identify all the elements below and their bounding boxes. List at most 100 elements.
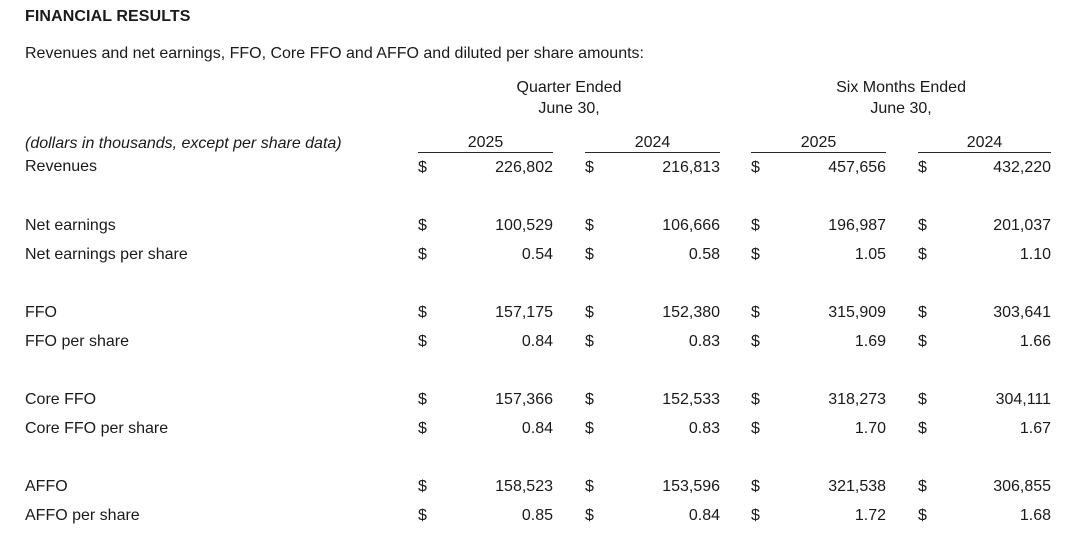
column-gap bbox=[886, 118, 918, 153]
dollar-sign: $ bbox=[585, 390, 594, 408]
column-gap bbox=[886, 211, 918, 240]
spacer-row bbox=[25, 443, 1051, 472]
six-months-ended-header: Six Months Ended bbox=[836, 79, 966, 96]
empty-cell bbox=[25, 97, 418, 118]
value-cell: 157,366 bbox=[495, 390, 553, 408]
value-cell: 1.72 bbox=[854, 506, 887, 524]
spacer-row bbox=[25, 182, 1051, 211]
dollar-sign: $ bbox=[751, 216, 760, 234]
value-cell: 0.83 bbox=[688, 419, 721, 437]
column-gap bbox=[886, 385, 918, 414]
value-cell: 1.67 bbox=[1019, 419, 1052, 437]
group-header-row-2: June 30, June 30, bbox=[25, 97, 1051, 118]
column-gap bbox=[886, 327, 918, 356]
value-cell: 318,273 bbox=[828, 390, 887, 408]
row-label: Net earnings bbox=[25, 216, 116, 234]
table-units-note: (dollars in thousands, except per share … bbox=[25, 134, 342, 152]
value-cell: 0.84 bbox=[521, 419, 553, 437]
row-label: AFFO bbox=[25, 477, 68, 495]
column-gap bbox=[720, 211, 751, 240]
value-cell: 152,380 bbox=[662, 303, 721, 321]
column-gap bbox=[886, 153, 918, 183]
value-cell: 201,037 bbox=[993, 216, 1052, 234]
column-gap bbox=[720, 414, 751, 443]
dollar-sign: $ bbox=[585, 477, 594, 495]
column-gap bbox=[720, 76, 751, 97]
value-cell: 152,533 bbox=[662, 390, 721, 408]
quarter-ended-header: Quarter Ended bbox=[516, 79, 622, 96]
dollar-sign: $ bbox=[418, 245, 427, 263]
dollar-sign: $ bbox=[751, 506, 760, 524]
value-cell: 216,813 bbox=[662, 158, 721, 176]
row-label: Core FFO bbox=[25, 390, 97, 408]
empty-cell bbox=[25, 76, 418, 97]
table-row: Revenues $226,802 $216,813 $457,656 $432,220 bbox=[25, 153, 1051, 183]
column-gap bbox=[720, 385, 751, 414]
dollar-sign: $ bbox=[751, 477, 760, 495]
group-header-row-1: Quarter Ended Six Months Ended bbox=[25, 76, 1051, 97]
spacer-row bbox=[25, 269, 1051, 298]
dollar-sign: $ bbox=[918, 158, 927, 176]
row-label: Net earnings per share bbox=[25, 245, 188, 263]
value-cell: 315,909 bbox=[828, 303, 887, 321]
value-cell: 157,175 bbox=[495, 303, 553, 321]
dollar-sign: $ bbox=[585, 303, 594, 321]
dollar-sign: $ bbox=[418, 390, 427, 408]
column-gap bbox=[553, 501, 585, 530]
value-cell: 1.68 bbox=[1019, 506, 1052, 524]
value-cell: 304,111 bbox=[995, 390, 1052, 408]
column-gap bbox=[720, 501, 751, 530]
dollar-sign: $ bbox=[918, 477, 927, 495]
value-cell: 0.85 bbox=[521, 506, 553, 524]
dollar-sign: $ bbox=[418, 158, 427, 176]
dollar-sign: $ bbox=[751, 419, 760, 437]
column-gap bbox=[553, 327, 585, 356]
dollar-sign: $ bbox=[918, 390, 927, 408]
year-header-six-2025: 2025 bbox=[751, 118, 887, 153]
column-gap bbox=[720, 153, 751, 183]
quarter-ended-date: June 30, bbox=[538, 100, 600, 117]
column-gap bbox=[553, 472, 585, 501]
row-label: FFO per share bbox=[25, 332, 130, 350]
spacer-cell bbox=[25, 269, 1051, 298]
value-cell: 196,987 bbox=[828, 216, 887, 234]
dollar-sign: $ bbox=[418, 332, 427, 350]
dollar-sign: $ bbox=[918, 303, 927, 321]
row-label: FFO bbox=[25, 303, 57, 321]
table-row: Net earnings per share $0.54 $0.58 $1.05 $1.… bbox=[25, 240, 1051, 269]
value-cell: 1.70 bbox=[854, 419, 887, 437]
column-gap bbox=[886, 414, 918, 443]
dollar-sign: $ bbox=[418, 216, 427, 234]
dollar-sign: $ bbox=[751, 245, 760, 263]
value-cell: 158,523 bbox=[495, 477, 553, 495]
value-cell: 0.84 bbox=[688, 506, 721, 524]
dollar-sign: $ bbox=[418, 506, 427, 524]
value-cell: 1.66 bbox=[1019, 332, 1052, 350]
value-cell: 106,666 bbox=[662, 216, 721, 234]
value-cell: 153,596 bbox=[662, 477, 721, 495]
dollar-sign: $ bbox=[418, 303, 427, 321]
column-gap bbox=[553, 153, 585, 183]
year-header-six-2024: 2024 bbox=[918, 118, 1052, 153]
dollar-sign: $ bbox=[585, 332, 594, 350]
value-cell: 1.69 bbox=[854, 332, 887, 350]
dollar-sign: $ bbox=[918, 419, 927, 437]
dollar-sign: $ bbox=[918, 245, 927, 263]
table-row: AFFO per share $0.85 $0.84 $1.72 $1.68 bbox=[25, 501, 1051, 530]
page-title: FINANCIAL RESULTS bbox=[25, 8, 191, 25]
column-gap bbox=[720, 327, 751, 356]
value-cell: 0.84 bbox=[521, 332, 553, 350]
dollar-sign: $ bbox=[918, 506, 927, 524]
value-cell: 226,802 bbox=[495, 158, 553, 176]
column-gap bbox=[720, 472, 751, 501]
dollar-sign: $ bbox=[585, 419, 594, 437]
value-cell: 0.58 bbox=[688, 245, 721, 263]
table-row: Core FFO $157,366 $152,533 $318,273 $304,111 bbox=[25, 385, 1051, 414]
dollar-sign: $ bbox=[418, 477, 427, 495]
value-cell: 100,529 bbox=[495, 216, 553, 234]
column-gap bbox=[720, 240, 751, 269]
value-cell: 321,538 bbox=[828, 477, 887, 495]
table-row: Net earnings $100,529 $106,666 $196,987 $201… bbox=[25, 211, 1051, 240]
column-gap bbox=[553, 240, 585, 269]
